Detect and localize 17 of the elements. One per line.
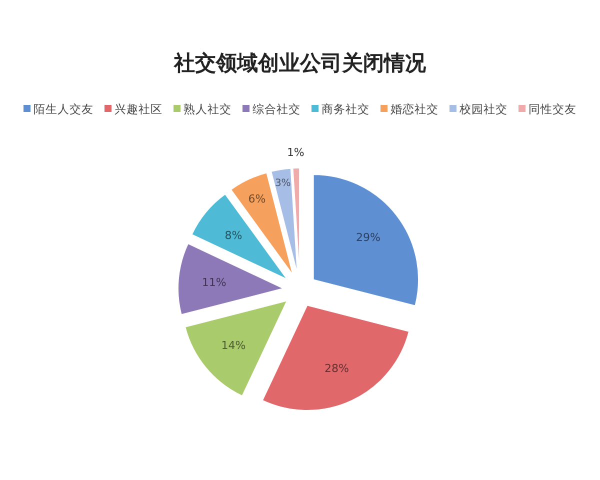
legend-label: 综合社交 [252, 102, 300, 116]
legend-label: 婚恋社交 [390, 102, 438, 116]
legend-label: 商务社交 [322, 102, 370, 116]
legend-label: 同性交友 [528, 102, 576, 116]
data-label: 6% [248, 192, 266, 206]
data-label: 3% [274, 178, 291, 189]
data-label: 8% [224, 228, 242, 242]
data-label: 1% [286, 146, 304, 160]
data-label: 29% [356, 231, 380, 244]
legend-label: 校园社交 [458, 102, 508, 116]
legend-label: 熟人社交 [184, 102, 232, 116]
legend-label: 兴趣社区 [114, 102, 162, 116]
data-label: 14% [221, 339, 246, 352]
legend-label: 陌生人交友 [34, 102, 94, 116]
chart-title: 社交领域创业公司关闭情况 [173, 50, 427, 75]
data-label: 28% [324, 362, 349, 376]
data-label: 11% [202, 276, 226, 289]
